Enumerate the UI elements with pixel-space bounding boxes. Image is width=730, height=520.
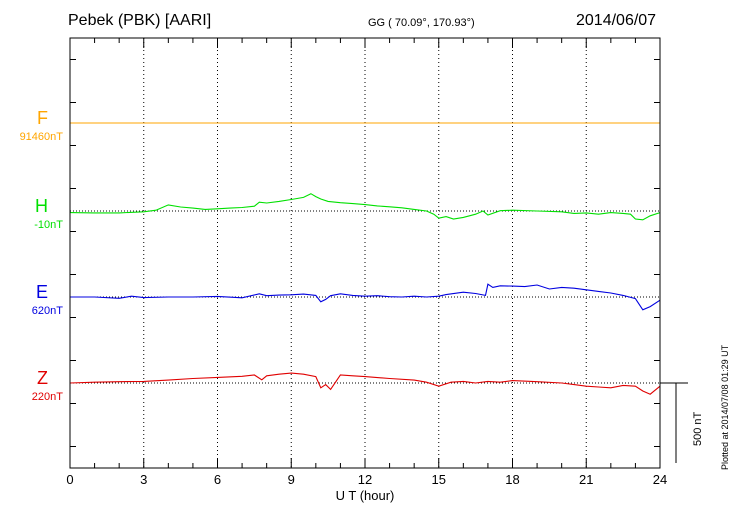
- series-layer: [69, 122, 661, 395]
- channel-baseline-f: 91460nT: [19, 131, 63, 143]
- channel-baseline-z: 220nT: [31, 391, 63, 403]
- series-line-h: [69, 193, 661, 221]
- scale-bar: [660, 382, 688, 463]
- x-tick-label: 24: [653, 472, 667, 487]
- x-tick-label: 0: [66, 472, 73, 487]
- x-tick-label: 3: [140, 472, 147, 487]
- scale-bar-label: 500 nT: [692, 411, 704, 446]
- axis-layer: 0 3 6 9 12 15 18 21 24 U T (hour): [66, 37, 667, 503]
- geographic-coords: GG ( 70.09°, 170.93°): [368, 17, 475, 29]
- x-tick-label: 9: [288, 472, 295, 487]
- series-line-e: [70, 283, 661, 311]
- x-tick-label: 12: [358, 472, 372, 487]
- channel-name-h: H: [35, 196, 48, 216]
- channel-name-e: E: [35, 282, 48, 302]
- plot-date: 2014/06/07: [576, 12, 657, 29]
- channel-baseline-e: 620nT: [31, 305, 63, 317]
- x-tick-label: 6: [214, 472, 221, 487]
- plotted-timestamp: Plotted at 2014/07/08 01:29 UT: [720, 344, 730, 470]
- x-tick-label: 21: [579, 472, 593, 487]
- x-axis-label: U T (hour): [336, 488, 395, 503]
- station-title: Pebek (PBK) [AARI]: [68, 12, 212, 29]
- x-tick-label: 15: [432, 472, 446, 487]
- channel-name-z: Z: [37, 368, 48, 388]
- channel-name-f: F: [37, 108, 48, 128]
- grid-layer: [143, 38, 587, 468]
- series-line-z: [69, 372, 661, 395]
- channel-baseline-h: -10nT: [34, 219, 63, 231]
- x-tick-label: 18: [505, 472, 519, 487]
